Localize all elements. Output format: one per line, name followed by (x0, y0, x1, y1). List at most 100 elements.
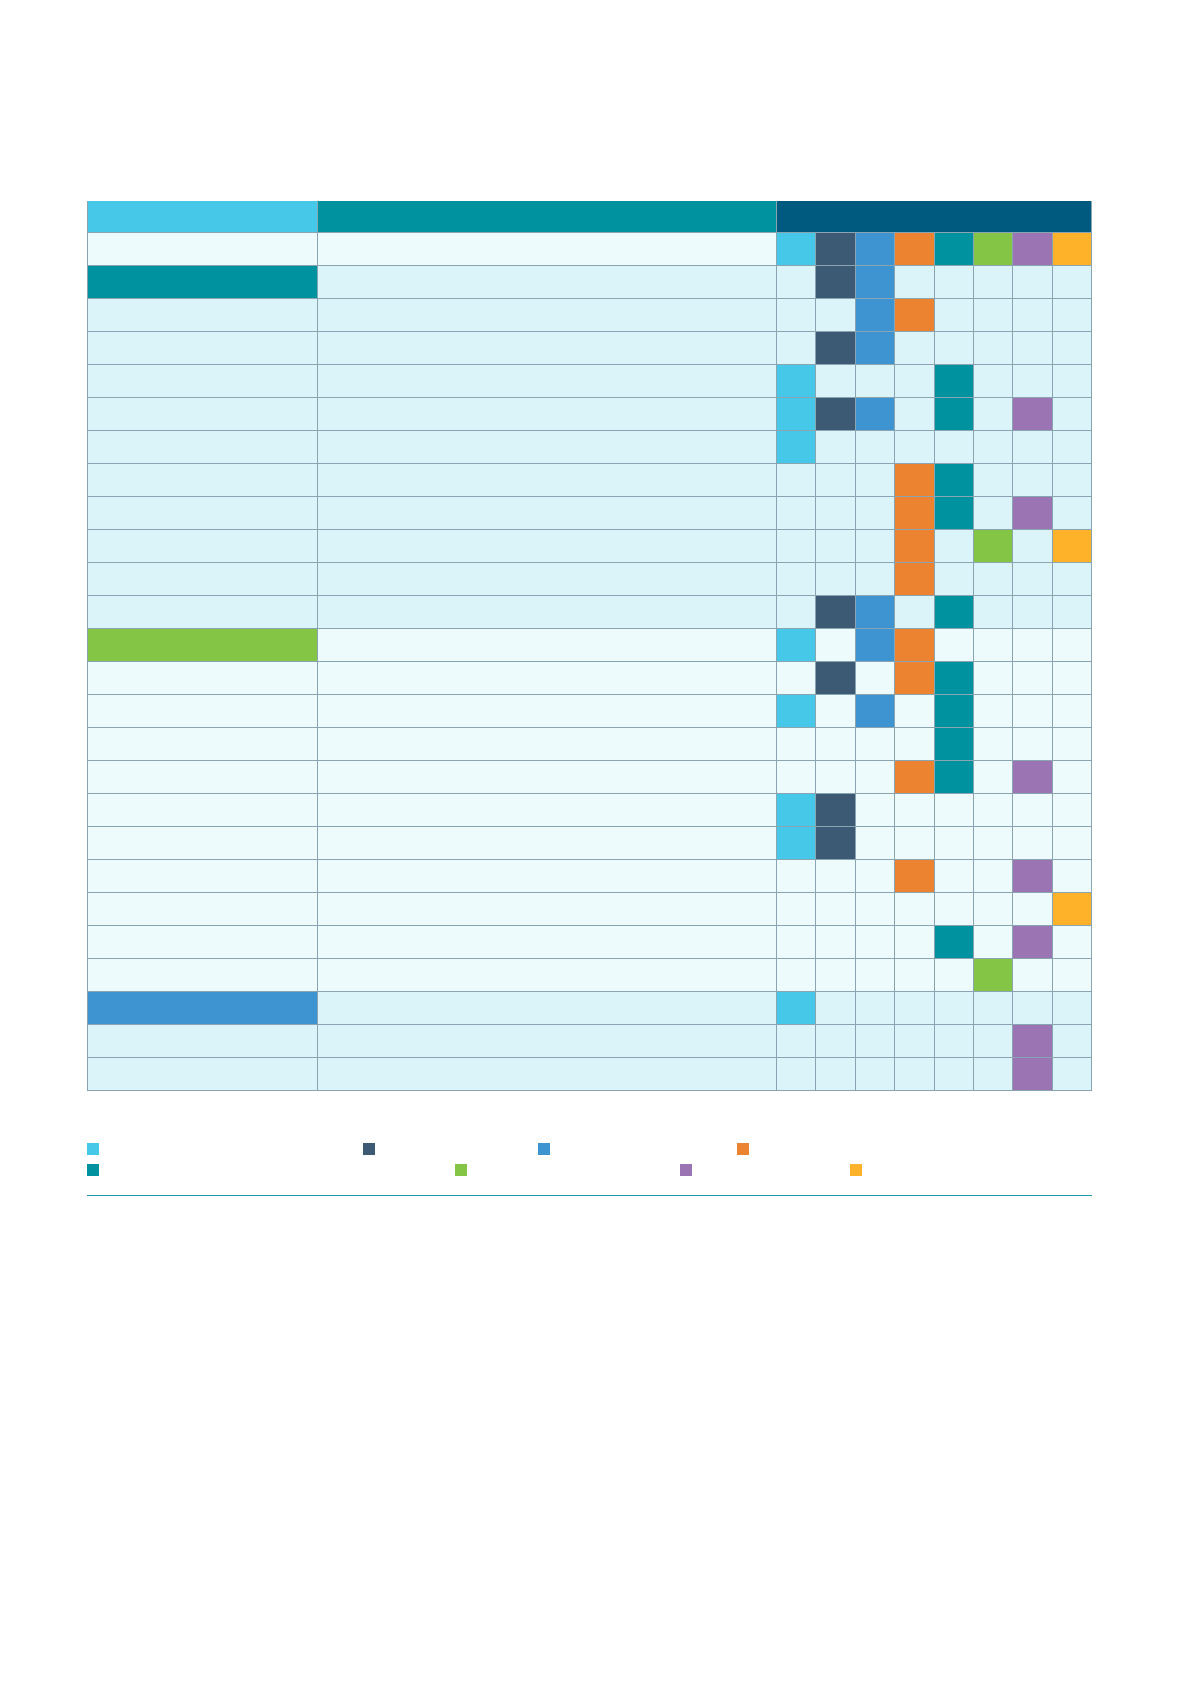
row-label-cell (87, 463, 318, 497)
empty-cell (775, 1057, 817, 1091)
empty-cell (894, 1057, 935, 1091)
table-row (87, 298, 1093, 332)
row-label-cell (87, 364, 318, 398)
legend-item (455, 1164, 473, 1176)
empty-cell (775, 925, 817, 959)
marked-cell (1012, 1024, 1053, 1058)
empty-cell (1051, 991, 1093, 1025)
row-label-cell (87, 331, 318, 365)
table-row (87, 892, 1093, 926)
empty-cell (1051, 1057, 1093, 1091)
marked-cell (933, 727, 974, 761)
category-swatch-4 (894, 232, 935, 266)
marked-cell (775, 991, 817, 1025)
row-description-cell (317, 331, 777, 365)
empty-cell (972, 397, 1014, 431)
marked-cell (972, 958, 1014, 992)
row-label-cell (87, 694, 318, 728)
empty-cell (1012, 793, 1053, 827)
row-label-cell (87, 991, 318, 1025)
legend-item (737, 1143, 755, 1155)
marked-cell (894, 463, 935, 497)
marked-cell (894, 529, 935, 563)
empty-cell (854, 661, 896, 695)
empty-cell (775, 958, 817, 992)
footer-rule (87, 1195, 1092, 1196)
empty-cell (972, 925, 1014, 959)
empty-cell (854, 991, 896, 1025)
empty-cell (854, 925, 896, 959)
marked-cell (854, 331, 896, 365)
empty-cell (1051, 562, 1093, 596)
marked-cell (1012, 397, 1053, 431)
table-row (87, 364, 1093, 398)
marked-cell (775, 397, 817, 431)
marked-cell (933, 925, 974, 959)
empty-cell (775, 265, 817, 299)
row-label-cell (87, 793, 318, 827)
empty-cell (854, 364, 896, 398)
marked-cell (894, 661, 935, 695)
empty-cell (815, 628, 856, 662)
empty-cell (933, 826, 974, 860)
empty-cell (1051, 265, 1093, 299)
row-label-cell (87, 430, 318, 464)
empty-cell (933, 892, 974, 926)
marked-cell (815, 331, 856, 365)
empty-cell (1012, 298, 1053, 332)
table-row (87, 496, 1093, 530)
empty-cell (854, 793, 896, 827)
marked-cell (775, 826, 817, 860)
row-label-cell (87, 892, 318, 926)
empty-cell (894, 595, 935, 629)
empty-cell (1012, 265, 1053, 299)
row-description-cell (317, 298, 777, 332)
legend-item (87, 1143, 105, 1155)
table-row (87, 628, 1093, 662)
legend-item (538, 1143, 556, 1155)
table-row (87, 430, 1093, 464)
empty-cell (972, 1057, 1014, 1091)
empty-cell (894, 826, 935, 860)
row-label-cell (87, 925, 318, 959)
legend-swatch (455, 1164, 467, 1176)
empty-cell (815, 1024, 856, 1058)
empty-cell (854, 859, 896, 893)
empty-cell (972, 661, 1014, 695)
empty-cell (894, 694, 935, 728)
row-description-cell (317, 661, 777, 695)
row-description-cell (317, 562, 777, 596)
row-description-cell (317, 1024, 777, 1058)
row-description-cell (317, 1057, 777, 1091)
table-row (87, 595, 1093, 629)
row-description-cell (317, 793, 777, 827)
table-row (87, 661, 1093, 695)
empty-cell (933, 298, 974, 332)
marked-cell (854, 595, 896, 629)
empty-cell (894, 430, 935, 464)
empty-cell (972, 826, 1014, 860)
empty-cell (815, 958, 856, 992)
row-label-cell (87, 397, 318, 431)
marked-cell (933, 397, 974, 431)
marked-cell (815, 793, 856, 827)
empty-cell (815, 991, 856, 1025)
marked-cell (933, 463, 974, 497)
table-row (87, 265, 1093, 299)
empty-cell (933, 562, 974, 596)
empty-cell (1012, 529, 1053, 563)
marked-cell (815, 397, 856, 431)
row-description-cell (317, 760, 777, 794)
empty-cell (972, 562, 1014, 596)
row-label-cell (87, 958, 318, 992)
empty-cell (854, 727, 896, 761)
marked-cell (1012, 925, 1053, 959)
row-label-cell (87, 760, 318, 794)
table-row (87, 793, 1093, 827)
table-row (87, 991, 1093, 1025)
empty-cell (854, 760, 896, 794)
legend-swatch (737, 1143, 749, 1155)
empty-cell (894, 793, 935, 827)
header-matrix-band (776, 201, 1092, 233)
marked-cell (775, 364, 817, 398)
